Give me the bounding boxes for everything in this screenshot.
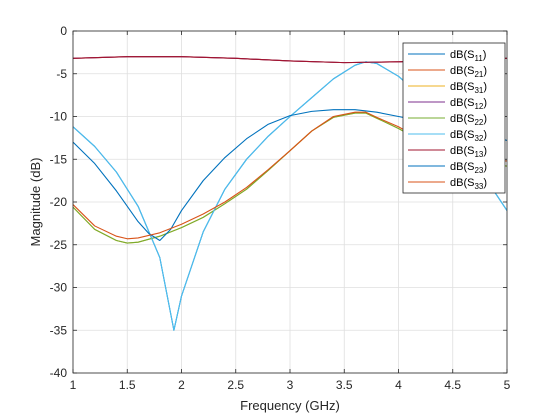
tick-labels: 1 1.5 2 2.5 3 3.5 4 4.5 5 0 -5 -10 -15 -20 -25 -30 -35 -4… xyxy=(50,24,511,392)
y-tick-label: -10 xyxy=(50,110,68,124)
legend-label: dB(S12) xyxy=(450,97,487,111)
legend-label-sub: 12 xyxy=(474,102,483,111)
legend-label-sub: 13 xyxy=(474,150,483,159)
legend-label-base: dB(S xyxy=(450,129,474,141)
legend-label-base: dB(S xyxy=(450,177,474,189)
x-tick-label: 2.5 xyxy=(227,378,244,392)
x-tick-label: 1.5 xyxy=(119,378,136,392)
legend-label-end: ) xyxy=(483,177,487,189)
legend-label: dB(S11) xyxy=(450,49,486,63)
y-tick-label: -40 xyxy=(50,366,68,380)
legend-label-end: ) xyxy=(483,65,487,77)
x-tick-label: 3.5 xyxy=(336,378,353,392)
legend-label-base: dB(S xyxy=(450,65,474,77)
x-tick-label: 4.5 xyxy=(444,378,461,392)
y-tick-label: -35 xyxy=(50,323,68,337)
legend-label-end: ) xyxy=(483,145,487,157)
legend-label-sub: 22 xyxy=(474,118,483,127)
legend-label-end: ) xyxy=(483,129,487,141)
legend-label: dB(S21) xyxy=(450,65,487,79)
x-tick-label: 5 xyxy=(504,378,511,392)
legend-label: dB(S13) xyxy=(450,145,487,159)
legend-label-end: ) xyxy=(483,161,487,173)
y-tick-label: -15 xyxy=(50,152,68,166)
legend-label: dB(S32) xyxy=(450,129,487,143)
legend-item[interactable]: dB(S23) xyxy=(408,161,487,175)
legend-label: dB(S31) xyxy=(450,81,487,95)
legend-item[interactable]: dB(S12) xyxy=(408,97,487,111)
legend[interactable]: dB(S11)dB(S21)dB(S31)dB(S12)dB(S22)dB(S3… xyxy=(402,42,506,194)
legend-item[interactable]: dB(S33) xyxy=(408,177,487,191)
x-tick-label: 1 xyxy=(70,378,77,392)
y-tick-label: -25 xyxy=(50,238,68,252)
y-tick-label: -30 xyxy=(50,281,68,295)
legend-item[interactable]: dB(S11) xyxy=(408,49,486,63)
legend-label-sub: 31 xyxy=(474,86,483,95)
legend-label-sub: 33 xyxy=(474,182,483,191)
x-tick-label: 2 xyxy=(178,378,185,392)
legend-item[interactable]: dB(S32) xyxy=(408,129,487,143)
legend-item[interactable]: dB(S31) xyxy=(408,81,487,95)
legend-label-end: ) xyxy=(483,81,487,93)
legend-item[interactable]: dB(S22) xyxy=(408,113,487,127)
legend-label: dB(S33) xyxy=(450,177,487,191)
legend-label-sub: 32 xyxy=(474,134,483,143)
legend-label-base: dB(S xyxy=(450,81,474,93)
legend-label: dB(S22) xyxy=(450,113,487,127)
legend-label: dB(S23) xyxy=(450,161,487,175)
legend-item[interactable]: dB(S13) xyxy=(408,145,487,159)
y-tick-label: -5 xyxy=(56,67,67,81)
legend-label-base: dB(S xyxy=(450,161,474,173)
legend-label-base: dB(S xyxy=(450,49,474,61)
legend-item[interactable]: dB(S21) xyxy=(408,65,487,79)
x-axis-label: Frequency (GHz) xyxy=(240,398,340,413)
y-tick-label: 0 xyxy=(60,24,67,38)
legend-label-end: ) xyxy=(483,97,487,109)
legend-label-sub: 23 xyxy=(474,166,483,175)
legend-label-base: dB(S xyxy=(450,145,474,157)
y-axis-label: Magnitude (dB) xyxy=(28,158,43,247)
legend-label-sub: 21 xyxy=(474,70,483,79)
legend-label-end: ) xyxy=(483,49,487,61)
legend-label-end: ) xyxy=(483,113,487,125)
x-tick-label: 4 xyxy=(395,378,402,392)
legend-label-base: dB(S xyxy=(450,97,474,109)
legend-label-base: dB(S xyxy=(450,113,474,125)
y-tick-label: -20 xyxy=(50,195,68,209)
legend-label-sub: 11 xyxy=(474,54,483,63)
x-tick-label: 3 xyxy=(287,378,294,392)
